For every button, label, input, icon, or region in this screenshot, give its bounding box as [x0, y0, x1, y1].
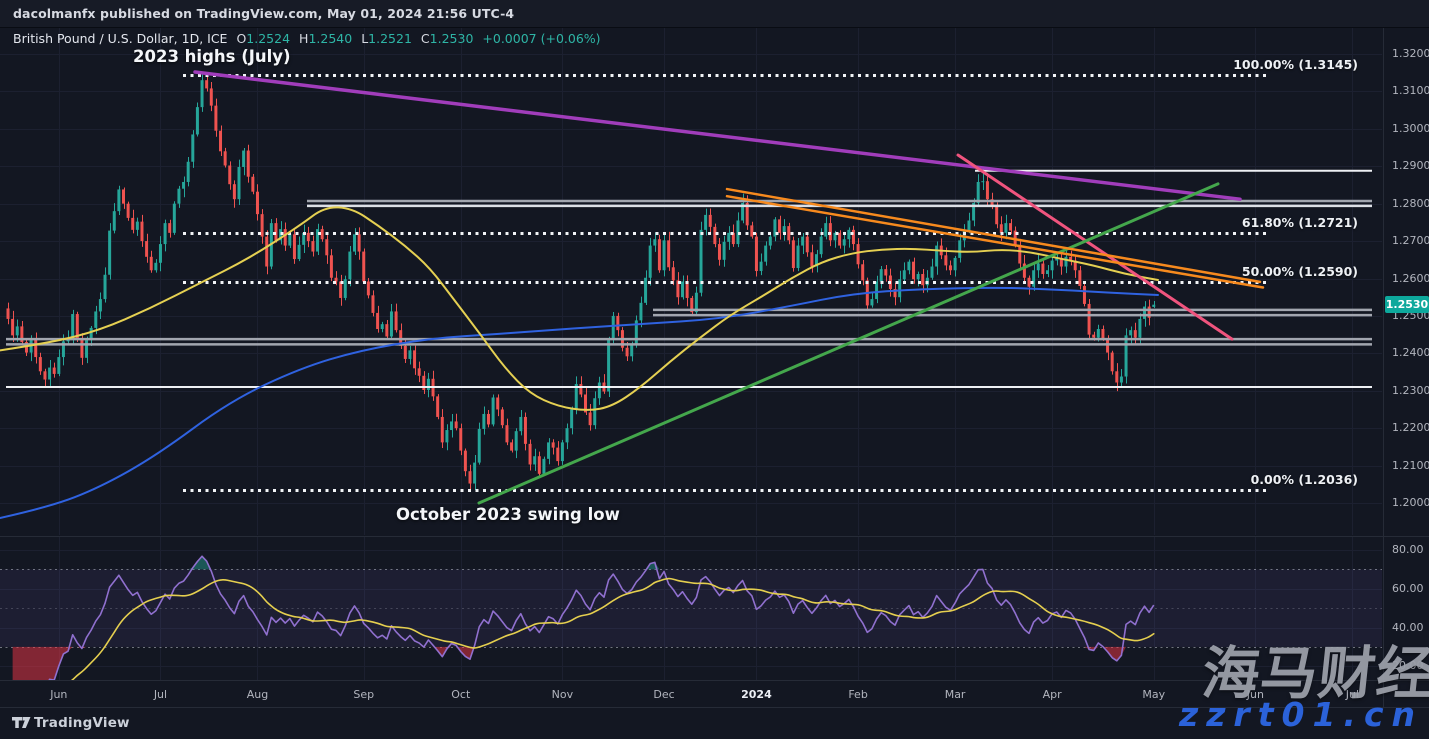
tradingview-brand-text[interactable]: TradingView — [34, 715, 130, 731]
month-tick: Sep — [353, 688, 375, 701]
price-tick: 1.2400 — [1392, 346, 1429, 360]
time-axis[interactable]: Jun Jul Aug Sep Oct Nov Dec 2024 Feb Mar Apr May Jun… — [0, 680, 1429, 708]
ohlc-open: O 1.2524 — [236, 31, 291, 46]
fib-label: 100.00% (1.3145) — [1233, 56, 1358, 72]
published-bar: dacolmanfx published on TradingView.com,… — [0, 0, 1429, 28]
month-tick: Jul — [153, 688, 168, 701]
symbol-legend[interactable]: British Pound / U.S. Dollar, 1D, ICE O 1.… — [13, 31, 601, 46]
month-tick: Mar — [944, 688, 966, 701]
price-tick: 1.2100 — [1392, 458, 1429, 472]
rsi-tick: 80.00 — [1392, 543, 1424, 556]
price-tick: 1.3100 — [1392, 84, 1429, 98]
ohlc-low: L 1.2521 — [361, 31, 412, 46]
rsi-tick: 20.00 — [1392, 659, 1424, 673]
tradingview-logo-icon[interactable] — [12, 717, 31, 732]
rsi-tick: 60.00 — [1392, 581, 1424, 595]
rsi-tick: 40.00 — [1392, 620, 1424, 634]
month-tick: May — [1142, 688, 1166, 701]
annotation-october-swing-low: October 2023 swing low — [396, 505, 620, 524]
fib-label: 50.00% (1.2590) — [1241, 264, 1358, 280]
watermark-site-url: zzrt01.cn — [1179, 695, 1423, 734]
price-tick: 1.2800 — [1392, 196, 1429, 210]
price-tick: 1.2900 — [1392, 159, 1429, 173]
month-tick: Aug — [246, 688, 269, 701]
fib-label: 61.80% (1.2721) — [1241, 215, 1358, 231]
month-tick: Apr — [1042, 688, 1062, 701]
published-text: dacolmanfx published on TradingView.com,… — [13, 6, 515, 21]
price-tick: 1.3200 — [1392, 47, 1429, 60]
price-tick: 1.3000 — [1392, 121, 1429, 135]
month-tick: Jun — [50, 688, 68, 701]
month-tick: Oct — [451, 688, 471, 701]
month-tick: Nov — [551, 688, 574, 701]
price-tick: 1.2300 — [1392, 383, 1429, 397]
change-value: +0.0007 (+0.06%) — [482, 31, 601, 46]
last-price-badge: 1.2530 — [1385, 296, 1429, 314]
month-tick: 2024 — [741, 688, 772, 701]
price-tick: 1.2000 — [1392, 496, 1429, 509]
annotation-2023-highs: 2023 highs (July) — [133, 47, 291, 66]
month-tick: Jun — [1246, 688, 1264, 701]
month-tick: Feb — [848, 688, 868, 701]
ohlc-close: C 1.2530 — [420, 31, 474, 46]
ohlc-high: H 1.2540 — [299, 31, 353, 46]
symbol-title: British Pound / U.S. Dollar, 1D, ICE — [13, 31, 228, 46]
month-tick: Dec — [653, 688, 675, 701]
price-tick: 1.2700 — [1392, 234, 1429, 248]
fib-label: 0.00% (1.2036) — [1250, 471, 1358, 487]
price-axis[interactable]: 1.3200 1.3100 1.3000 1.2900 1.2800 1.2700 1.26… — [1383, 28, 1429, 708]
price-tick: 1.2600 — [1392, 271, 1429, 285]
footer-bar: TradingView — [0, 708, 1429, 739]
month-tick: Jul — [1345, 688, 1360, 701]
price-tick: 1.2200 — [1392, 421, 1429, 435]
